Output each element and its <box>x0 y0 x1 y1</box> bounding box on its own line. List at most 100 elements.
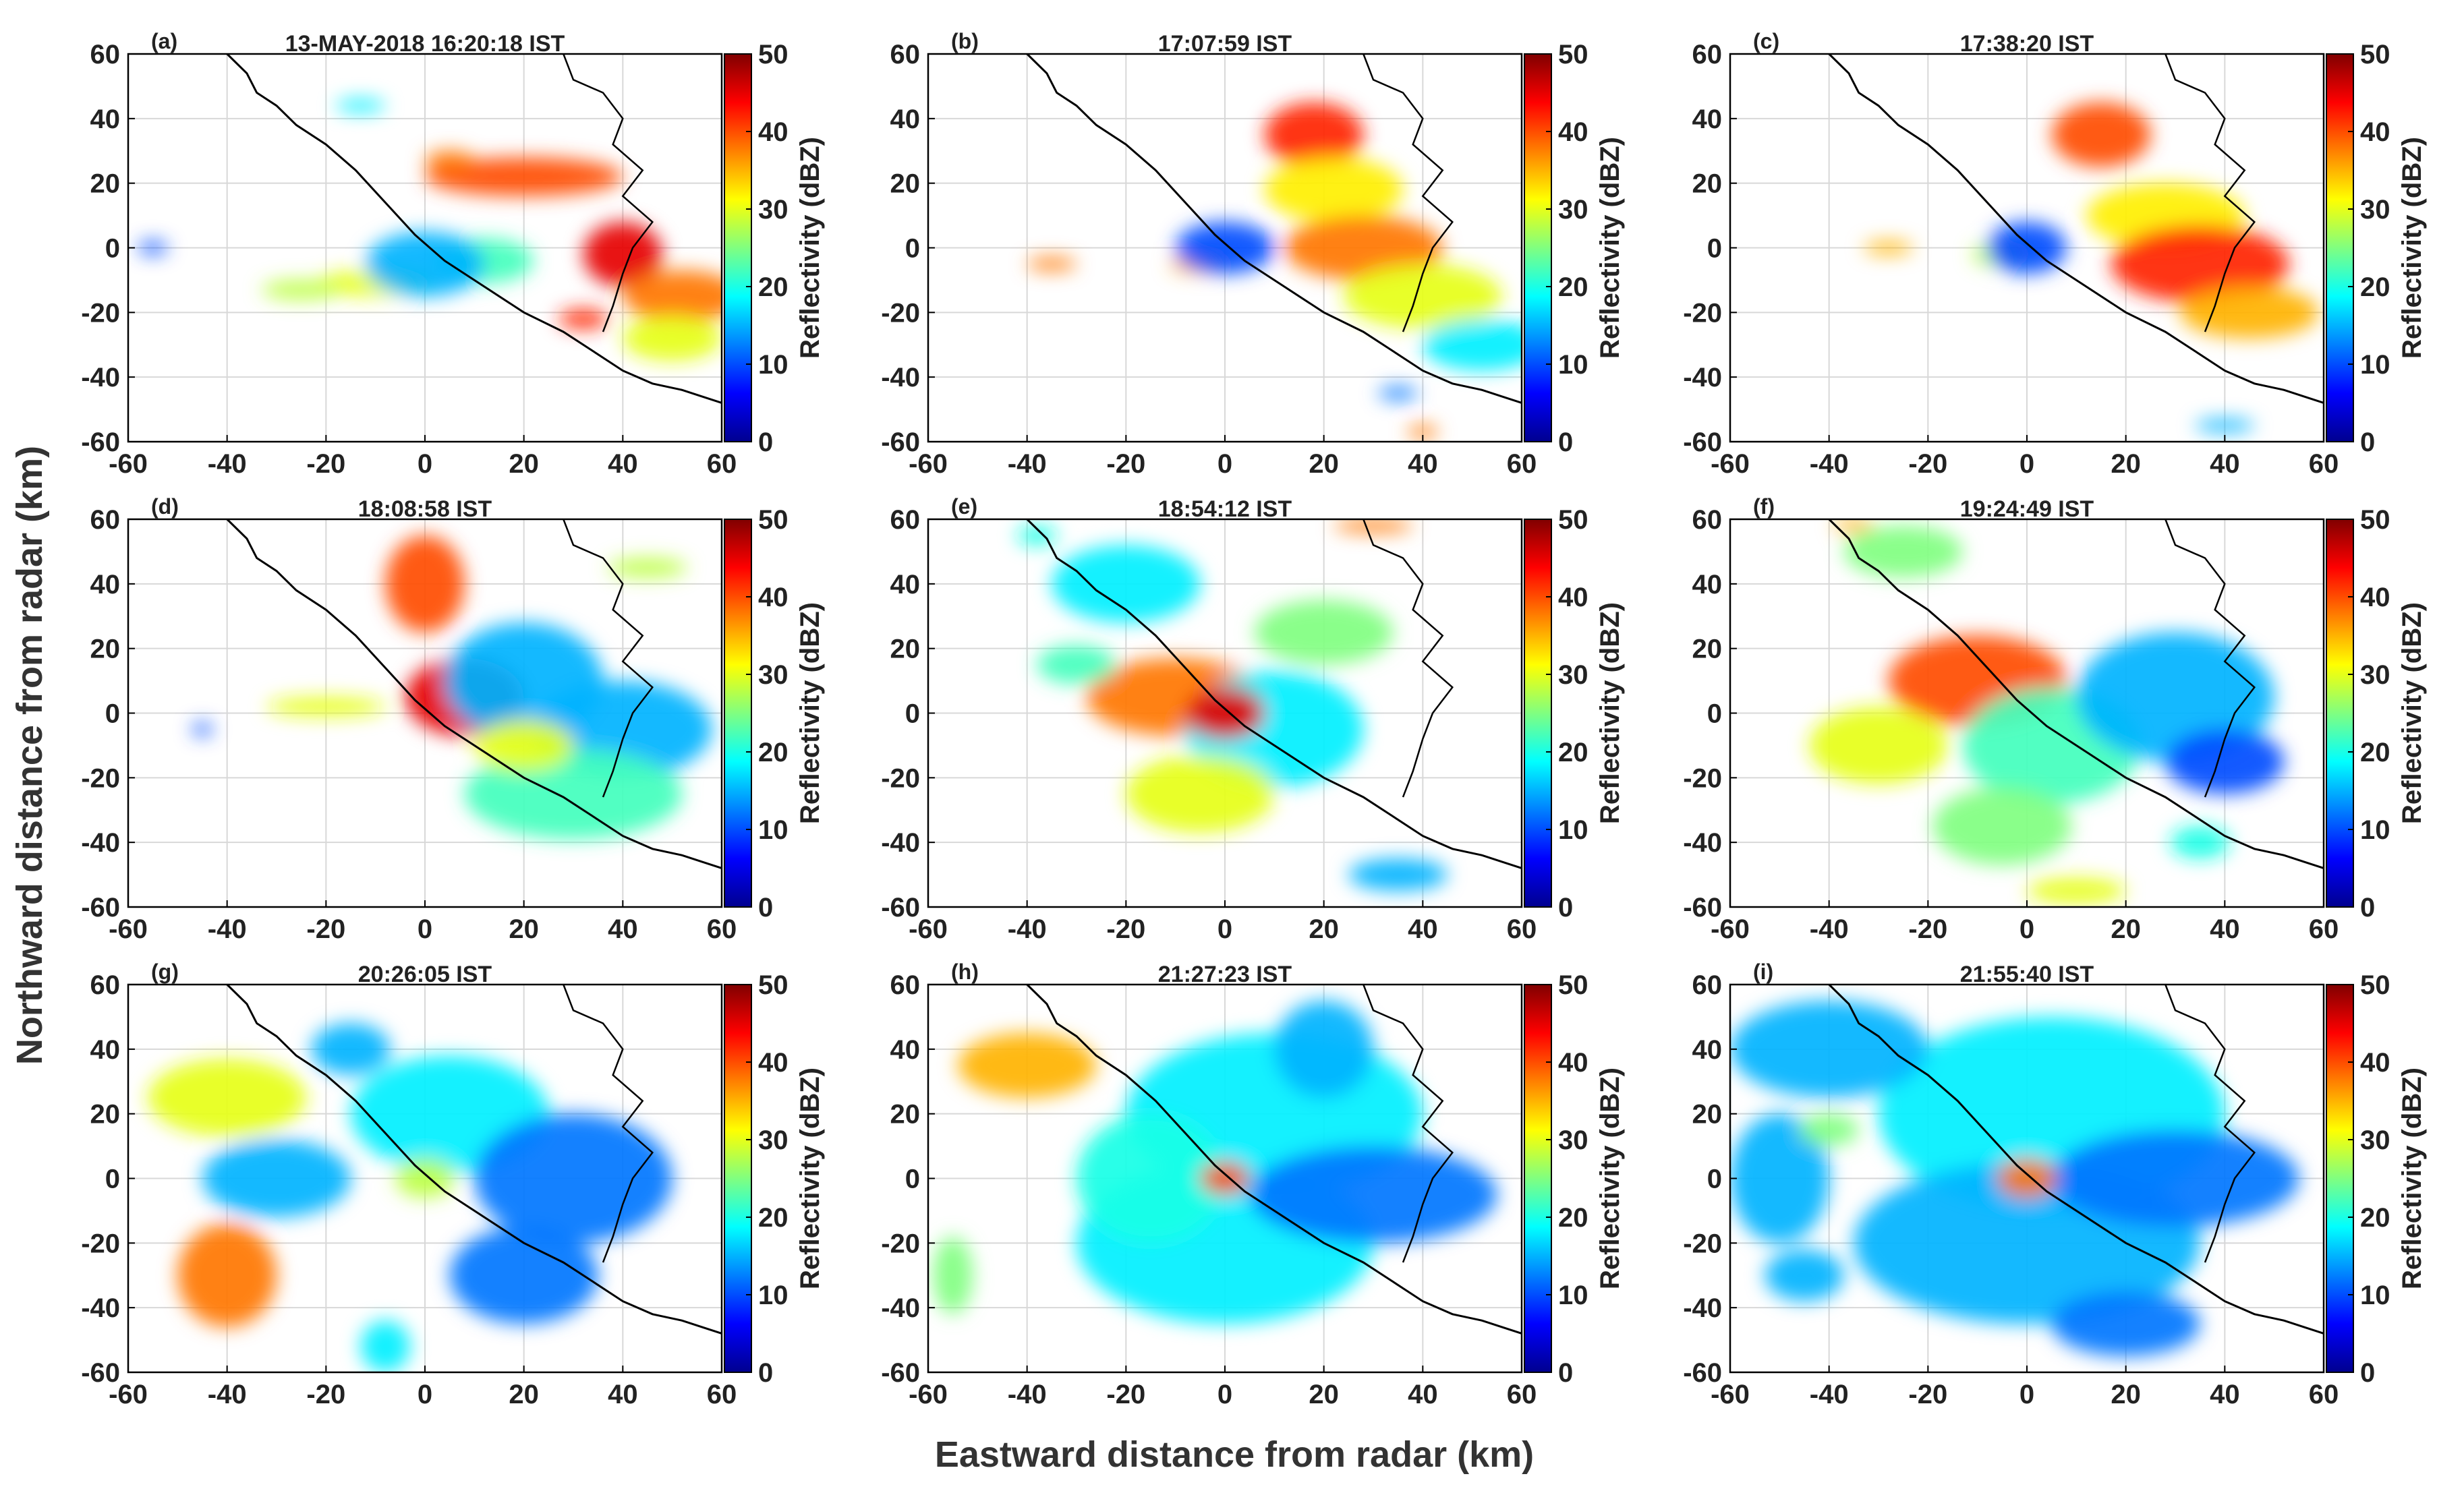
colorbar-tick-label: 10 <box>1558 350 1588 380</box>
y-tick-label: 40 <box>890 1035 921 1065</box>
x-tick-label: 40 <box>1408 914 1438 944</box>
colorbar-tick-label: 40 <box>2360 1048 2390 1078</box>
colorbar <box>1524 53 1552 442</box>
y-axis-label: Northward distance from radar (km) <box>9 446 50 1065</box>
coastline <box>1026 54 1522 404</box>
colorbar <box>2326 53 2354 442</box>
y-tick-label: 60 <box>890 505 921 535</box>
echo-cell <box>2051 1130 2299 1227</box>
colorbar-tick-label: 0 <box>2360 893 2375 923</box>
panel-label: (d) <box>151 494 179 519</box>
colorbar-tick-label: 0 <box>758 428 773 457</box>
x-tick-label: -20 <box>1908 914 1947 944</box>
x-tick-label: 60 <box>707 1380 737 1409</box>
colorbar-tick-label: 40 <box>1558 1048 1588 1078</box>
reflectivity-field <box>1017 519 1448 891</box>
echo-cell <box>1765 1249 1844 1301</box>
boundary-line <box>1363 985 1454 1263</box>
x-tick-label: 0 <box>2019 914 2034 944</box>
colorbar-tick-label: 10 <box>2360 815 2390 845</box>
colorbar-tick-label: 30 <box>2360 195 2390 225</box>
x-axis-label: Eastward distance from radar (km) <box>935 1434 1534 1475</box>
y-tick-label: 0 <box>105 699 120 729</box>
y-tick-label: 40 <box>890 570 921 599</box>
y-tick-label: 60 <box>90 505 121 535</box>
colorbar-tick-label: 10 <box>758 1281 789 1310</box>
y-tick-label: -60 <box>81 1358 120 1388</box>
x-tick-label: -20 <box>306 1380 345 1409</box>
x-tick-label: 60 <box>2309 449 2339 479</box>
panel-a: -60 -40 -20 0 20 40 60 -60 -40 -20 0 20 40 60 (a) 13-MA… <box>81 29 825 479</box>
boundary-line <box>2165 985 2256 1263</box>
y-tick-label: -20 <box>81 1229 120 1258</box>
y-tick-label: -60 <box>1683 1358 1722 1388</box>
panel-label: (a) <box>151 29 177 53</box>
echo-cell <box>1834 519 1874 533</box>
echo-cell <box>1730 1000 1928 1098</box>
y-tick-label: 40 <box>890 105 921 134</box>
echo-cell <box>1126 755 1275 833</box>
x-tick-label: 20 <box>509 449 539 479</box>
colorbar-tick-label: 30 <box>758 660 789 690</box>
echo-cell <box>425 157 623 196</box>
colorbar <box>1524 984 1552 1373</box>
x-tick-label: -40 <box>1008 914 1047 944</box>
x-tick-label: 60 <box>2309 1380 2339 1409</box>
x-tick-label: -40 <box>1810 914 1849 944</box>
echo-cell <box>192 722 212 736</box>
x-tick-label: 60 <box>707 914 737 944</box>
echo-cell <box>336 99 386 113</box>
panel-b: -60 -40 -20 0 20 40 60 -60 -40 -20 0 20 40 60 (b) 17:07… <box>881 29 1625 479</box>
colorbar-tick-label: 30 <box>758 195 789 225</box>
x-tick-label: -20 <box>306 914 345 944</box>
panel-label: (i) <box>1753 960 1773 984</box>
boundary-line <box>563 985 654 1263</box>
echo-cell <box>1200 1162 1250 1195</box>
colorbar-tick-label: 10 <box>1558 815 1588 845</box>
x-tick-label: 0 <box>418 1380 432 1409</box>
y-tick-label: 20 <box>890 1100 921 1130</box>
y-tick-label: -40 <box>881 1293 920 1323</box>
boundary-line <box>563 54 654 332</box>
panel-d: -60 -40 -20 0 20 40 60 -60 -40 -20 0 20 40 60 (d) 18:08… <box>81 494 825 944</box>
y-tick-label: 0 <box>1707 699 1722 729</box>
x-tick-label: 0 <box>1217 914 1232 944</box>
panel-e: -60 -40 -20 0 20 40 60 -60 -40 -20 0 20 40 60 (e) 18:54… <box>881 494 1625 944</box>
colorbar <box>724 53 752 442</box>
x-tick-label: 20 <box>1309 914 1339 944</box>
echo-cell <box>2051 102 2151 167</box>
colorbar-tick-label: 20 <box>1558 738 1588 767</box>
echo-cell <box>1730 1113 1829 1243</box>
echo-cell <box>266 697 386 717</box>
x-tick-label: 20 <box>2111 914 2141 944</box>
colorbar-tick-label: 0 <box>758 893 773 923</box>
x-tick-label: 20 <box>2111 1380 2141 1409</box>
colorbar-label: Reflectivity (dBZ) <box>2397 137 2427 359</box>
reflectivity-field <box>1730 1000 2299 1357</box>
colorbar-tick-label: 40 <box>758 583 789 612</box>
x-tick-label: -20 <box>1908 1380 1947 1409</box>
echo-cell <box>1343 264 1502 329</box>
x-tick-label: 40 <box>1408 449 1438 479</box>
colorbar-tick-label: 50 <box>1558 970 1588 1000</box>
y-tick-label: -60 <box>81 428 120 457</box>
y-tick-label: 40 <box>90 570 121 599</box>
colorbar-tick-label: 0 <box>2360 428 2375 457</box>
x-tick-label: 20 <box>509 914 539 944</box>
y-tick-label: -60 <box>1683 428 1722 457</box>
panel-title: 20:26:05 IST <box>358 962 492 987</box>
echo-cell <box>449 1227 598 1324</box>
x-tick-label: 0 <box>1217 1380 1232 1409</box>
panel-title: 18:08:58 IST <box>358 496 492 522</box>
x-tick-label: 40 <box>2210 449 2240 479</box>
y-tick-label: 60 <box>90 970 121 1000</box>
panel-title: 17:38:20 IST <box>1960 31 2094 57</box>
echo-cell <box>1799 1113 1859 1146</box>
panel-c: -60 -40 -20 0 20 40 60 -60 -40 -20 0 20 40 60 (c) 17:38… <box>1683 29 2427 479</box>
x-tick-label: 60 <box>1507 914 1537 944</box>
panel-label: (h) <box>951 960 979 984</box>
y-tick-label: -40 <box>81 1293 120 1323</box>
echo-cell <box>623 270 722 322</box>
x-tick-label: -60 <box>909 914 948 944</box>
